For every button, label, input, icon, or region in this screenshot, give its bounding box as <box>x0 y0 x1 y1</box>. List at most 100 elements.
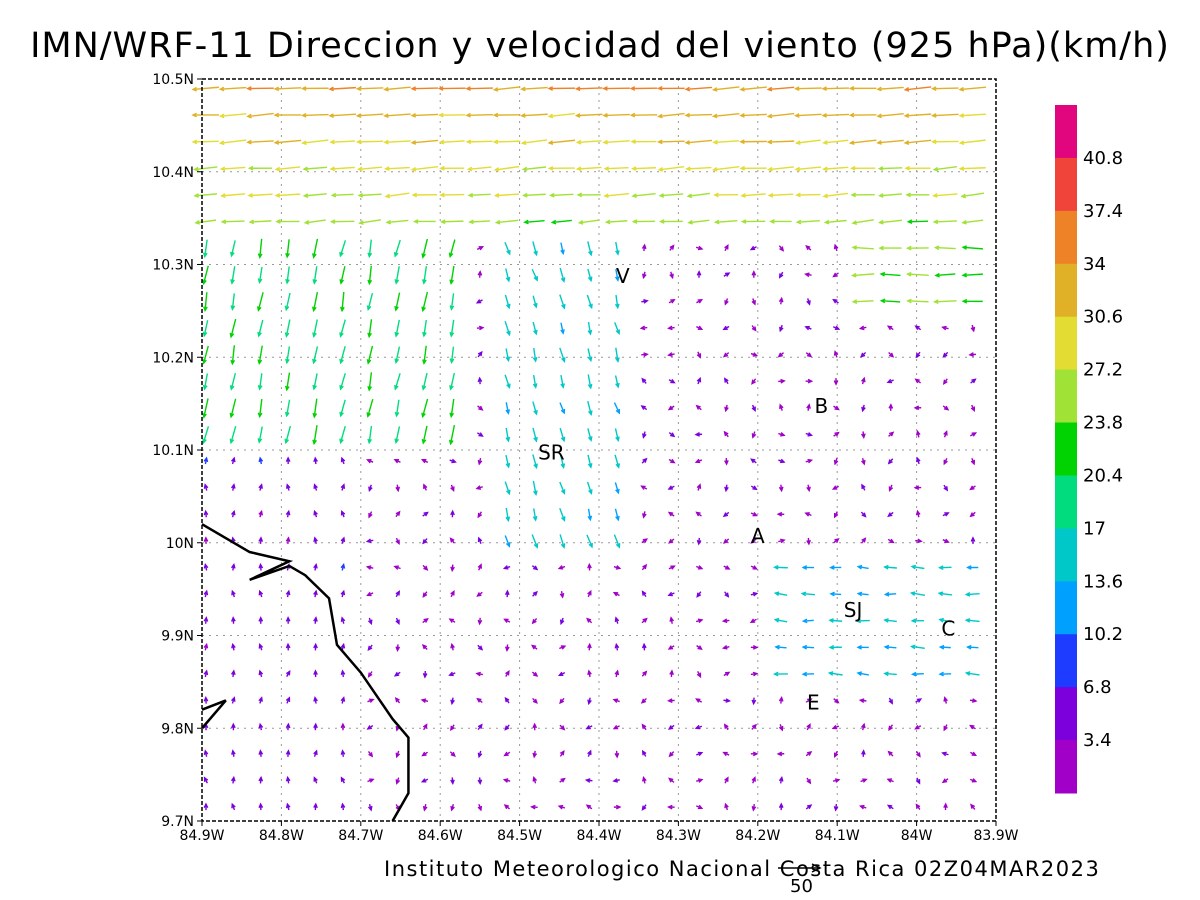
wind-arrow <box>614 669 620 678</box>
wind-arrow-head <box>804 325 810 331</box>
wind-arrow <box>313 776 318 784</box>
wind-arrow <box>631 192 656 199</box>
wind-arrow <box>821 113 850 118</box>
wind-arrow <box>385 219 409 225</box>
wind-arrow-shaft <box>532 401 538 415</box>
wind-arrow <box>829 591 842 597</box>
wind-arrow-head <box>257 253 263 259</box>
wind-arrow-head <box>694 724 701 730</box>
wind-arrow-head <box>909 591 916 596</box>
wind-arrow-head <box>532 752 538 759</box>
wind-arrow-head <box>696 672 702 679</box>
wind-arrow-head <box>905 271 912 277</box>
wind-arrow <box>285 536 291 544</box>
wind-arrow-head <box>834 537 840 543</box>
wind-arrow-head <box>477 512 483 519</box>
wind-arrow-shaft <box>960 167 986 170</box>
wind-arrow <box>668 299 676 304</box>
credit-line: Instituto Meteorologico Nacional Costa R… <box>384 857 1101 881</box>
wind-arrow-head <box>888 352 895 358</box>
wind-arrow <box>531 618 538 625</box>
wind-arrow <box>549 192 574 198</box>
wind-arrow-head <box>588 542 593 549</box>
wind-arrow-head <box>724 802 729 809</box>
wind-arrow-head <box>340 456 346 463</box>
wind-arrow <box>696 537 702 546</box>
wind-arrow-head <box>930 86 937 91</box>
wind-arrow-head <box>910 671 917 677</box>
wind-arrow <box>340 749 346 757</box>
wind-arrow-shaft <box>940 646 951 649</box>
wind-arrow <box>876 86 904 92</box>
wind-arrow <box>641 299 649 304</box>
wind-arrow <box>365 565 374 570</box>
wind-arrow-shaft <box>686 113 713 117</box>
wind-arrow <box>941 325 949 331</box>
wind-arrow-head <box>615 357 620 363</box>
wind-arrow <box>313 802 318 811</box>
wind-arrow-head <box>696 539 702 546</box>
wind-arrow-shaft <box>257 292 264 311</box>
wind-arrow <box>943 802 948 811</box>
wind-arrow-head <box>861 459 866 466</box>
wind-arrow <box>384 192 410 199</box>
wind-arrow <box>393 565 401 570</box>
wind-arrow-shaft <box>740 113 767 117</box>
wind-arrow <box>668 378 676 384</box>
wind-arrow <box>220 193 246 198</box>
wind-arrow-shaft <box>469 220 491 223</box>
wind-arrow-head <box>631 219 638 224</box>
wind-arrow-head <box>778 696 784 702</box>
wind-arrow-head <box>941 325 947 331</box>
wind-arrow-head <box>439 192 445 198</box>
wind-arrow-head <box>588 489 593 495</box>
wind-arrow-head <box>697 299 704 304</box>
wind-arrow-head <box>366 725 372 730</box>
wind-arrow-shaft <box>286 399 291 416</box>
wind-arrow <box>395 590 401 598</box>
wind-arrow-head <box>642 563 648 570</box>
wind-arrow-head <box>313 616 318 622</box>
wind-arrow-shaft <box>907 273 929 277</box>
wind-arrow-head <box>367 252 373 259</box>
wind-arrow <box>303 219 326 225</box>
wind-arrow <box>532 722 538 731</box>
wind-arrow-head <box>943 725 948 732</box>
wind-arrow-head <box>366 359 372 365</box>
wind-arrow <box>503 804 511 810</box>
wind-arrow-shaft <box>877 139 904 144</box>
wind-arrow-shaft <box>907 300 929 303</box>
wind-arrow <box>312 319 318 338</box>
y-tick-label: 10.5N <box>152 72 194 88</box>
wind-arrow <box>448 671 456 677</box>
wind-arrow-head <box>938 644 945 650</box>
wind-arrow <box>340 563 346 571</box>
wind-arrow <box>559 454 566 469</box>
wind-arrow-head <box>915 803 921 809</box>
wind-arrow-head <box>202 252 208 259</box>
wind-arrow-shaft <box>522 139 548 144</box>
wind-arrow-head <box>937 591 944 597</box>
wind-arrow-shaft <box>532 321 537 335</box>
wind-arrow-shaft <box>532 427 538 442</box>
wind-arrow <box>586 481 593 495</box>
wind-arrow-shaft <box>395 319 400 337</box>
wind-arrow <box>203 563 209 571</box>
wind-arrow-head <box>588 303 593 310</box>
wind-arrow-head <box>724 486 729 493</box>
wind-arrow-head <box>547 86 553 91</box>
wind-arrow-shaft <box>505 427 510 441</box>
wind-arrow-head <box>258 669 264 676</box>
wind-arrow-head <box>888 403 894 409</box>
wind-arrow <box>776 511 785 517</box>
wind-arrow-head <box>668 538 674 544</box>
wind-arrow-head <box>478 432 484 437</box>
wind-arrow-shaft <box>330 140 356 143</box>
wind-arrow-head <box>958 140 965 146</box>
wind-arrow-head <box>395 539 400 546</box>
wind-arrow-shaft <box>911 592 926 596</box>
wind-arrow <box>339 426 346 445</box>
wind-arrow <box>860 511 867 518</box>
wind-arrow <box>641 749 647 757</box>
wind-arrow-head <box>669 616 675 622</box>
